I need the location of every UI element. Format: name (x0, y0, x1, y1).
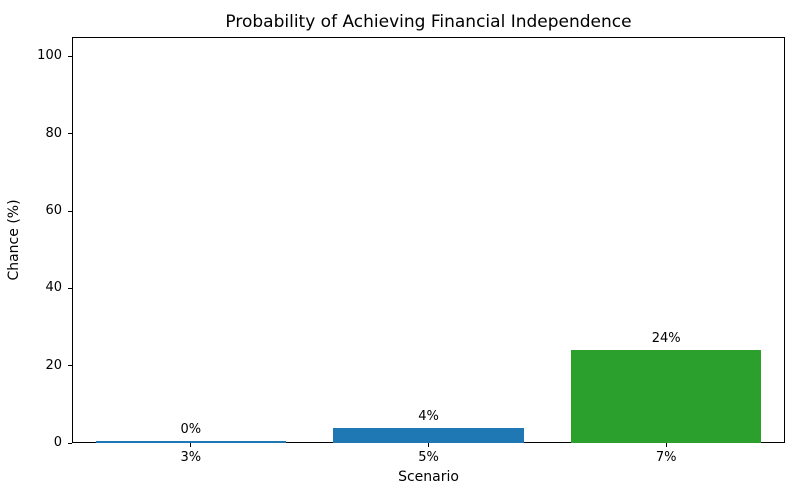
y-tick-label: 40 (45, 280, 62, 296)
chart-title: Probability of Achieving Financial Indep… (225, 12, 632, 32)
x-tick-label: 3% (180, 450, 202, 465)
x-axis-label: Scenario (398, 469, 459, 485)
bar-value-label: 4% (418, 408, 439, 424)
x-tick-mark (190, 443, 192, 447)
x-tick-label: 5% (418, 450, 439, 465)
y-tick-mark (68, 210, 72, 212)
bar-7% (571, 350, 762, 443)
y-tick-mark (68, 133, 72, 135)
y-tick-mark (68, 55, 72, 57)
x-tick-mark (428, 443, 429, 447)
bar-value-label: 0% (180, 422, 202, 437)
x-tick-mark (665, 443, 667, 447)
bar-value-label: 24% (651, 331, 681, 347)
y-tick-label: 0 (53, 435, 62, 450)
y-tick-mark (68, 365, 72, 367)
x-tick-label: 7% (655, 450, 677, 465)
bar-3% (95, 441, 286, 443)
bar-5% (333, 427, 524, 443)
y-tick-label: 60 (45, 203, 62, 218)
y-tick-label: 80 (45, 125, 62, 141)
y-tick-label: 20 (45, 357, 62, 373)
y-tick-label: 100 (37, 48, 62, 64)
y-tick-mark (68, 287, 72, 289)
y-tick-mark (68, 442, 72, 444)
